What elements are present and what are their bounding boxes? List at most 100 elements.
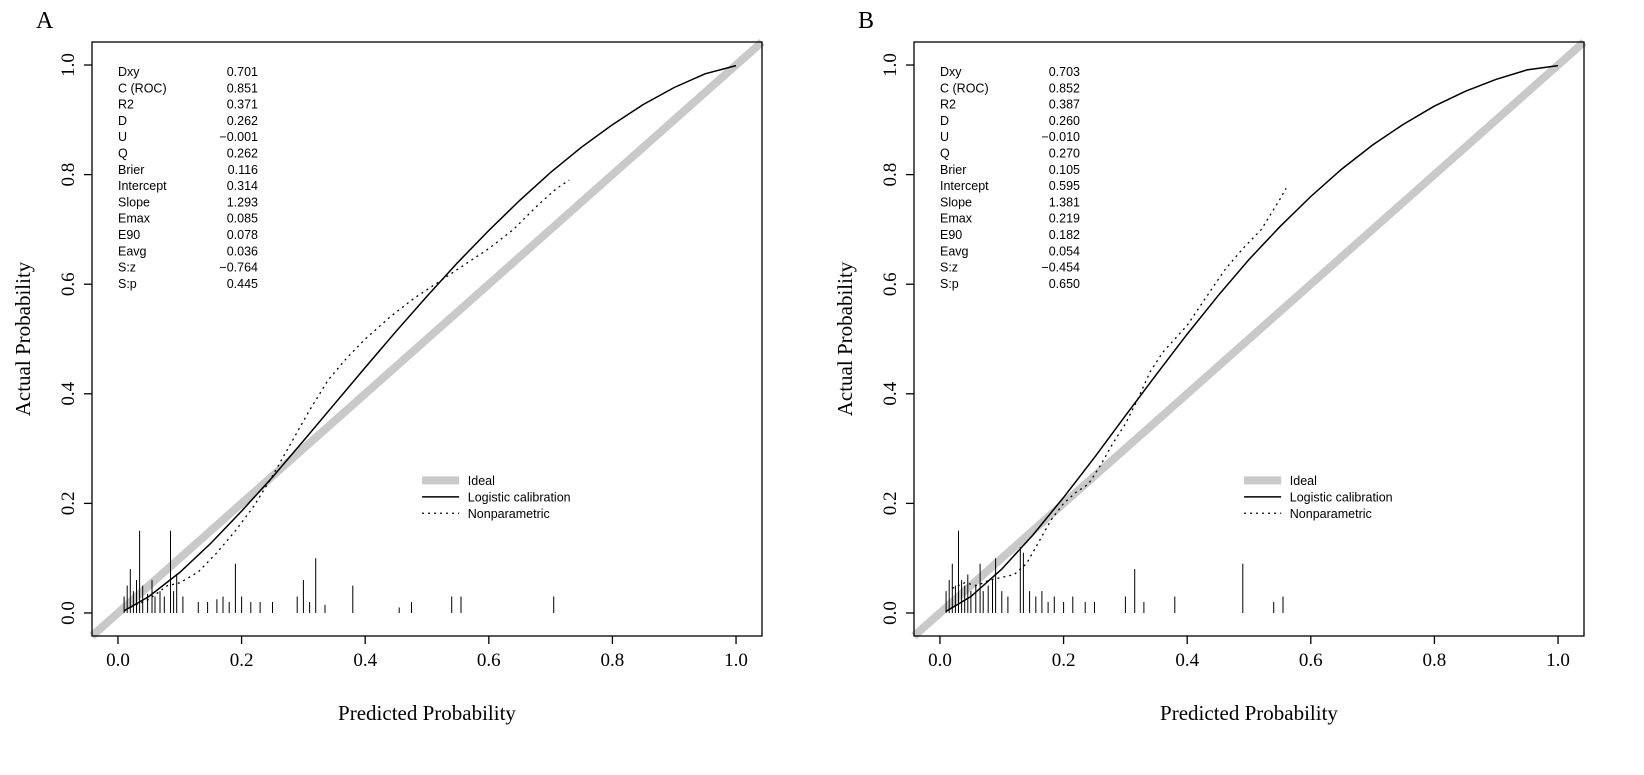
legend-label: Nonparametric — [468, 507, 550, 521]
y-tick-label: 0.2 — [880, 492, 901, 516]
stat-value: 0.078 — [227, 228, 258, 242]
stat-value: 0.105 — [1049, 163, 1080, 177]
stat-value: 0.701 — [227, 65, 258, 79]
x-tick-label: 0.6 — [477, 650, 501, 671]
stat-value: 0.262 — [227, 147, 258, 161]
stat-value: 0.445 — [227, 277, 258, 291]
x-axis-label: Predicted Probability — [1160, 701, 1338, 725]
stat-value: 0.036 — [227, 244, 258, 258]
stat-value: −0.764 — [219, 261, 258, 275]
stat-name: S:p — [940, 277, 959, 291]
y-tick-label: 1.0 — [58, 53, 79, 77]
stat-value: 0.314 — [227, 179, 258, 193]
y-tick-label: 0.0 — [58, 601, 79, 625]
y-axis-label: Actual Probability — [833, 261, 857, 416]
calibration-plot-a: A 0.0 0.2 0.4 0.6 0.8 1.0 0.0 0.2 0.4 0.6 0.8 1.0 Pre… — [11, 8, 765, 725]
ideal-line — [911, 39, 1587, 639]
legend-label: Logistic calibration — [468, 490, 571, 504]
y-axis-label: Actual Probability — [11, 261, 35, 416]
stat-value: 0.219 — [1049, 212, 1080, 226]
stat-name: R2 — [940, 98, 956, 112]
x-tick-label: 0.8 — [1423, 650, 1447, 671]
stat-value: 0.371 — [227, 98, 258, 112]
stat-name: Intercept — [940, 179, 989, 193]
x-tick-label: 0.8 — [601, 650, 625, 671]
y-tick-label: 1.0 — [880, 53, 901, 77]
logistic-calibration-curve — [123, 64, 737, 612]
stat-value: 0.650 — [1049, 277, 1080, 291]
stat-value: 0.260 — [1049, 114, 1080, 128]
y-tick-label: 0.6 — [58, 272, 79, 296]
stat-value: 0.116 — [228, 163, 258, 177]
x-tick-label: 0.2 — [230, 650, 254, 671]
x-axis-label: Predicted Probability — [338, 701, 516, 725]
y-tick-label: 0.8 — [58, 163, 79, 187]
stat-name: Slope — [118, 195, 150, 209]
stat-name: Slope — [940, 195, 972, 209]
stat-name: U — [940, 130, 949, 144]
x-tick-label: 1.0 — [724, 650, 748, 671]
legend-label: Ideal — [1290, 474, 1317, 488]
plot-border — [913, 41, 1585, 637]
stat-value: 1.293 — [227, 195, 258, 209]
panel-b: B 0.0 0.2 0.4 0.6 0.8 1.0 0.0 0.2 0.4 0.6 0.8 1.0 Pre… — [822, 0, 1644, 770]
stat-name: Brier — [118, 163, 144, 177]
calibration-plot-b: B 0.0 0.2 0.4 0.6 0.8 1.0 0.0 0.2 0.4 0.6 0.8 1.0 Pre… — [833, 8, 1587, 725]
y-tick-label: 0.4 — [880, 381, 901, 405]
x-tick-label: 0.4 — [1175, 650, 1199, 671]
stat-name: Brier — [940, 163, 966, 177]
stat-name: Eavg — [940, 244, 969, 258]
stat-name: C (ROC) — [940, 81, 989, 95]
stat-value: 0.182 — [1049, 228, 1080, 242]
stat-value: 0.054 — [1049, 244, 1080, 258]
y-tick-label: 0.4 — [58, 381, 79, 405]
stat-value: 0.262 — [227, 114, 258, 128]
stat-value: −0.454 — [1041, 261, 1080, 275]
legend-label: Logistic calibration — [1290, 490, 1393, 504]
nonparametric-curve — [130, 179, 570, 609]
x-tick-label: 1.0 — [1546, 650, 1570, 671]
stat-name: Dxy — [940, 65, 962, 79]
stat-name: Eavg — [118, 244, 147, 258]
stat-name: C (ROC) — [118, 81, 167, 95]
stat-name: R2 — [118, 98, 134, 112]
y-tick-label: 0.2 — [58, 492, 79, 516]
stat-name: S:p — [118, 277, 137, 291]
plot-border — [91, 41, 763, 637]
stat-name: S:z — [940, 261, 958, 275]
stat-value: 0.270 — [1049, 147, 1080, 161]
nonparametric-curve — [952, 187, 1287, 589]
stat-name: Emax — [940, 212, 973, 226]
stat-name: S:z — [118, 261, 136, 275]
stat-value: −0.001 — [219, 130, 258, 144]
stat-name: D — [940, 114, 949, 128]
stat-name: Dxy — [118, 65, 140, 79]
stat-name: D — [118, 114, 127, 128]
stat-name: U — [118, 130, 127, 144]
stat-name: E90 — [118, 228, 140, 242]
stat-name: Intercept — [118, 179, 167, 193]
stat-name: Q — [940, 147, 950, 161]
panel-a: A 0.0 0.2 0.4 0.6 0.8 1.0 0.0 0.2 0.4 0.6 0.8 1.0 Pre… — [0, 0, 822, 770]
ideal-line — [89, 39, 765, 639]
panel-label: B — [858, 8, 874, 34]
y-tick-label: 0.8 — [880, 163, 901, 187]
stat-value: 0.085 — [227, 212, 258, 226]
stat-name: E90 — [940, 228, 962, 242]
x-tick-label: 0.6 — [1299, 650, 1323, 671]
x-tick-label: 0.0 — [106, 650, 130, 671]
stat-value: 0.703 — [1049, 65, 1080, 79]
stat-value: 0.595 — [1049, 179, 1080, 193]
legend-label: Nonparametric — [1290, 507, 1372, 521]
stat-name: Q — [118, 147, 128, 161]
panel-label: A — [36, 8, 54, 34]
stat-value: −0.010 — [1041, 130, 1080, 144]
legend-label: Ideal — [468, 474, 495, 488]
y-tick-label: 0.6 — [880, 272, 901, 296]
y-tick-label: 0.0 — [880, 601, 901, 625]
stat-value: 0.851 — [227, 81, 258, 95]
stat-value: 0.852 — [1049, 81, 1080, 95]
stat-value: 0.387 — [1049, 98, 1080, 112]
x-tick-label: 0.4 — [353, 650, 377, 671]
